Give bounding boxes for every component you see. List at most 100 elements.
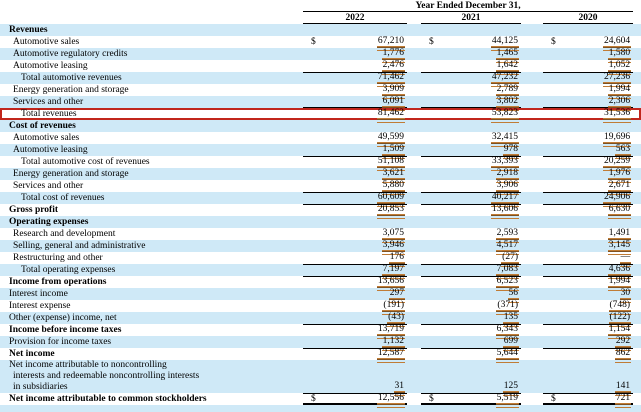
row-label: Automotive leasing bbox=[0, 144, 303, 156]
value-cell: 56 bbox=[437, 288, 521, 303]
row-label-line: Automotive sales bbox=[13, 37, 80, 47]
tagged-value: 51,108 bbox=[376, 156, 406, 171]
currency-cell bbox=[303, 300, 321, 312]
tagged-value: 1,154 bbox=[607, 324, 632, 339]
tagged-value: 141 bbox=[614, 381, 632, 396]
row-label-line: Services and other bbox=[13, 97, 84, 107]
currency-cell bbox=[543, 84, 559, 96]
column-gap bbox=[521, 192, 543, 204]
tagged-value: 19,696 bbox=[602, 132, 632, 147]
column-gap bbox=[521, 312, 543, 324]
value-cell: (43) bbox=[321, 312, 407, 327]
currency-cell bbox=[303, 72, 321, 84]
currency-cell bbox=[543, 24, 559, 36]
table-row: Revenues bbox=[0, 24, 641, 36]
column-gap bbox=[521, 108, 543, 120]
value-cell: 31 bbox=[321, 360, 407, 396]
tagged-value: 2,306 bbox=[607, 96, 632, 111]
tagged-value: 4,636 bbox=[607, 264, 632, 279]
currency-cell bbox=[543, 144, 559, 156]
column-gap bbox=[521, 60, 543, 72]
row-pad bbox=[633, 228, 641, 240]
tagged-value: 3,145 bbox=[607, 240, 632, 255]
tagged-value: (122) bbox=[608, 312, 632, 327]
currency-cell bbox=[543, 348, 559, 360]
tagged-value: 32,415 bbox=[490, 132, 520, 147]
value-cell: 721 bbox=[559, 393, 633, 408]
currency-cell bbox=[303, 216, 321, 228]
value-cell: 3,906 bbox=[437, 180, 521, 195]
currency-cell bbox=[543, 264, 559, 276]
row-label: Restructuring and other bbox=[0, 252, 303, 264]
tagged-value: 3,621 bbox=[381, 168, 406, 183]
value-cell: 563 bbox=[559, 144, 634, 159]
currency-cell bbox=[303, 204, 321, 216]
currency-cell bbox=[303, 312, 321, 324]
header-spacer bbox=[0, 0, 303, 12]
year-header-2021: 2021 bbox=[421, 12, 521, 24]
currency-cell bbox=[421, 204, 437, 216]
currency-cell: $ bbox=[303, 393, 321, 405]
tagged-value: (191) bbox=[382, 300, 405, 315]
currency-cell bbox=[421, 96, 437, 108]
row-label: Research and development bbox=[0, 228, 303, 240]
table-body: Revenues Automotive sales $67,210 $44,125 $2… bbox=[0, 24, 641, 412]
currency-cell bbox=[303, 84, 321, 96]
value-cell: 5,880 bbox=[321, 180, 407, 195]
value-cell: 6,630 bbox=[559, 204, 633, 219]
value-cell bbox=[437, 120, 521, 132]
tagged-value: 3,075 bbox=[381, 228, 406, 243]
currency-cell bbox=[543, 312, 559, 324]
tagged-value: 5,519 bbox=[495, 393, 520, 408]
tagged-value: 721 bbox=[614, 393, 632, 408]
row-label: Automotive regulatory credits bbox=[0, 48, 303, 60]
value-cell: 4,517 bbox=[437, 240, 521, 255]
currency-cell bbox=[421, 144, 437, 156]
value-cell: 30 bbox=[559, 288, 634, 303]
value-cell: 7,197 bbox=[321, 264, 407, 279]
row-label: Cost of revenues bbox=[0, 120, 303, 132]
row-pad bbox=[633, 312, 641, 324]
value-cell: (748) bbox=[559, 300, 633, 315]
row-label-line: Cost of revenues bbox=[9, 121, 76, 131]
value-cell: 862 bbox=[559, 348, 633, 363]
column-gap bbox=[407, 348, 421, 360]
row-pad bbox=[633, 393, 641, 405]
column-gap bbox=[521, 324, 543, 336]
value-cell: 24,906 bbox=[559, 192, 634, 207]
currency-cell bbox=[543, 96, 559, 108]
currency-cell: $ bbox=[421, 393, 437, 405]
column-gap bbox=[407, 12, 421, 24]
value-cell: 13,656 bbox=[321, 276, 407, 291]
row-pad bbox=[633, 348, 641, 360]
tagged-value: 978 bbox=[502, 144, 520, 159]
column-gap bbox=[521, 252, 543, 264]
column-gap bbox=[521, 216, 543, 228]
column-gap bbox=[521, 12, 543, 24]
currency-cell: $ bbox=[551, 37, 556, 47]
value-cell: 47,232 bbox=[437, 72, 521, 87]
value-cell: 13,719 bbox=[321, 324, 407, 339]
row-pad bbox=[633, 324, 641, 336]
period-header: Year Ended December 31, bbox=[303, 0, 633, 12]
tagged-value: (43) bbox=[387, 312, 405, 327]
row-label-line: Total automotive cost of revenues bbox=[21, 157, 150, 167]
currency-cell bbox=[543, 300, 559, 312]
row-pad bbox=[633, 252, 641, 264]
column-gap bbox=[521, 72, 543, 84]
period-header-row: Year Ended December 31, bbox=[0, 0, 641, 12]
table-row: Automotive sales 49,599 32,415 19,696 bbox=[0, 132, 641, 147]
currency-cell bbox=[543, 252, 559, 264]
value-cell: 60,609 bbox=[321, 192, 407, 207]
column-gap bbox=[521, 48, 543, 60]
tagged-value: 292 bbox=[614, 336, 632, 351]
row-label: Energy generation and storage bbox=[0, 168, 303, 180]
value-cell: 1,994 bbox=[559, 276, 633, 291]
value-cell: 24,604 bbox=[559, 36, 633, 51]
value-cell: (122) bbox=[559, 312, 634, 327]
column-gap bbox=[407, 120, 421, 132]
tagged-value: 862 bbox=[614, 348, 632, 363]
column-gap bbox=[407, 156, 421, 168]
row-label: Total revenues bbox=[0, 108, 303, 120]
table-row: Automotive regulatory credits 1,776 1,465 1… bbox=[0, 48, 641, 63]
